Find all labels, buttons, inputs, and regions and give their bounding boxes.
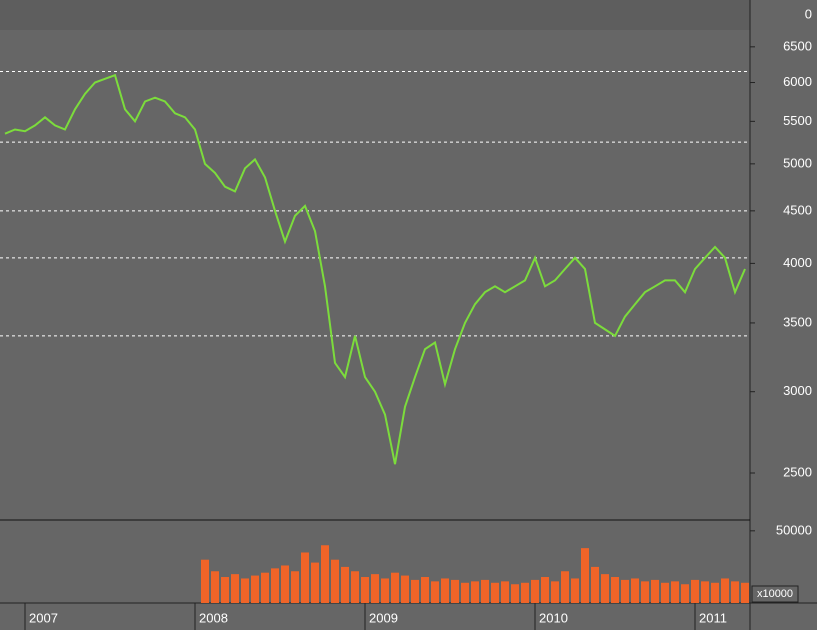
volume-bar: [371, 574, 379, 603]
volume-bar: [551, 581, 559, 603]
volume-bar: [331, 559, 339, 603]
volume-bar: [251, 575, 259, 603]
volume-bar: [591, 566, 599, 603]
volume-bar: [611, 577, 619, 603]
y-tick-label: 3500: [783, 314, 812, 329]
volume-bar: [491, 582, 499, 603]
y-tick-label: 4000: [783, 255, 812, 270]
volume-bar: [431, 581, 439, 603]
volume-bar: [201, 559, 209, 603]
signal-strip: [0, 0, 750, 30]
volume-bar: [221, 577, 229, 603]
volume-bar: [481, 579, 489, 603]
volume-unit: x10000: [757, 588, 793, 600]
y-tick-label: 5000: [783, 155, 812, 170]
volume-bar: [741, 582, 749, 603]
volume-bar: [451, 579, 459, 603]
x-tick-label: 2011: [699, 610, 727, 625]
volume-bar: [411, 579, 419, 603]
volume-bar: [641, 581, 649, 603]
volume-bar: [541, 577, 549, 603]
volume-bar: [291, 571, 299, 603]
volume-bar: [321, 545, 329, 603]
volume-bar: [231, 574, 239, 603]
y-tick-label: 5500: [783, 113, 812, 128]
x-tick-label: 2009: [369, 610, 398, 625]
unit-box: [751, 585, 799, 603]
volume-bar: [561, 571, 569, 603]
volume-bar: [711, 582, 719, 603]
volume-bar: [631, 578, 639, 603]
volume-bar: [731, 581, 739, 603]
volume-bar: [361, 577, 369, 603]
volume-bar: [581, 548, 589, 603]
volume-bar: [621, 579, 629, 603]
volume-bar: [701, 581, 709, 603]
volume-bar: [381, 578, 389, 603]
volume-bar: [681, 584, 689, 603]
x-tick-label: 2007: [29, 610, 58, 625]
volume-bar: [301, 552, 309, 603]
volume-bar: [571, 578, 579, 603]
volume-bar: [601, 574, 609, 603]
volume-tick-label: 50000: [776, 522, 812, 537]
y-tick-label: 6500: [783, 38, 812, 53]
volume-bar: [351, 571, 359, 603]
volume-bar: [211, 571, 219, 603]
volume-bar: [441, 578, 449, 603]
volume-bar: [691, 579, 699, 603]
volume-bar: [341, 566, 349, 603]
volume-bar: [721, 578, 729, 603]
volume-bar: [241, 578, 249, 603]
x-tick-label: 2008: [199, 610, 228, 625]
volume-bar: [671, 581, 679, 603]
volume-bar: [311, 562, 319, 603]
x-tick-label: 2010: [539, 610, 568, 625]
y-tick-label: 6000: [783, 74, 812, 89]
volume-bar: [661, 582, 669, 603]
y-tick-label: 4500: [783, 202, 812, 217]
volume-bar: [521, 582, 529, 603]
volume-bar: [421, 577, 429, 603]
volume-bar: [271, 568, 279, 603]
y-tick-label: 3000: [783, 383, 812, 398]
volume-bar: [281, 565, 289, 603]
volume-bar: [261, 572, 269, 603]
price-line: [4, 73, 746, 465]
volume-bar: [651, 579, 659, 603]
volume-bar: [391, 572, 399, 603]
volume-bar: [531, 579, 539, 603]
volume-bar: [501, 581, 509, 603]
volume-bar: [461, 582, 469, 603]
y-tick-label: 2500: [783, 464, 812, 479]
volume-bar: [511, 584, 519, 603]
volume-bar: [471, 581, 479, 603]
volume-bar: [401, 575, 409, 603]
signal-tick-label: 0: [805, 6, 812, 21]
